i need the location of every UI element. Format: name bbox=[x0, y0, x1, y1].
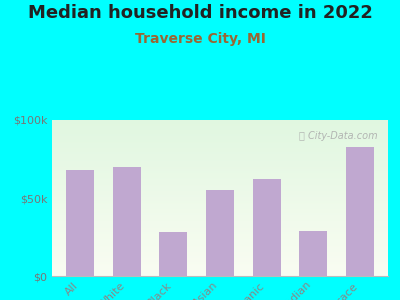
Bar bbox=[159, 232, 187, 276]
Bar bbox=[113, 167, 141, 276]
Bar bbox=[206, 190, 234, 276]
Text: Median household income in 2022: Median household income in 2022 bbox=[28, 4, 372, 22]
Bar bbox=[66, 170, 94, 276]
Bar bbox=[253, 179, 281, 276]
Text: Traverse City, MI: Traverse City, MI bbox=[134, 32, 266, 46]
Text: ⓘ City-Data.com: ⓘ City-Data.com bbox=[299, 131, 378, 141]
Bar bbox=[346, 146, 374, 276]
Bar bbox=[299, 231, 327, 276]
